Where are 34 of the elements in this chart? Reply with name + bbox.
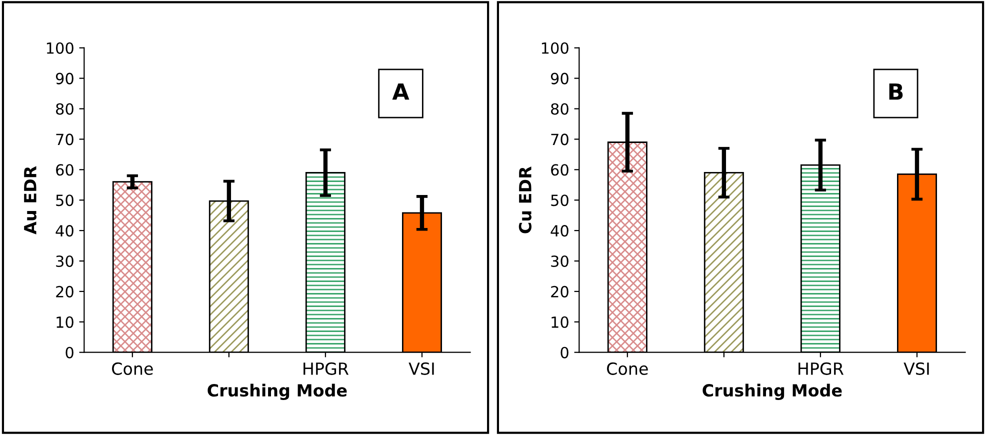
y-tick-label: 60 (56, 164, 74, 176)
y-tick-label: 80 (56, 103, 74, 115)
y-tick-label: 10 (56, 316, 74, 328)
y-tick-label: 50 (551, 194, 568, 206)
y-tick-label: 30 (551, 255, 568, 268)
y-tick-label: 100 (46, 42, 74, 54)
y-tick-label: 80 (551, 103, 568, 115)
x-tick-label: Cone (607, 362, 648, 375)
x-tick-label: HPGR (798, 362, 844, 375)
y-axis-title: Au EDR (24, 166, 36, 234)
x-tick-label: HPGR (304, 362, 349, 375)
y-tick-label: 100 (542, 42, 568, 54)
y-tick-label: 0 (66, 346, 74, 358)
y-tick-label: 90 (550, 72, 568, 84)
y-tick-label: 30 (56, 255, 74, 268)
y-tick-label: 60 (551, 164, 568, 176)
y-tick-label: 40 (56, 225, 74, 237)
y-tick-label: 90 (56, 72, 74, 84)
x-tick-label: VSI (408, 362, 434, 375)
annotation: A (392, 83, 410, 100)
y-tick-label: 0 (560, 346, 568, 358)
x-axis-title: Crushing Mode (208, 384, 347, 400)
y-tick-label: 10 (552, 316, 568, 328)
annotation: B (889, 83, 903, 100)
y-tick-label: 70 (551, 134, 568, 146)
y-tick-label: 70 (56, 134, 74, 146)
x-axis-title: Crushing Mode (702, 384, 842, 400)
y-tick-label: 50 (56, 194, 74, 206)
y-tick-label: 20 (56, 286, 74, 298)
x-tick-label: Cone (112, 362, 153, 375)
x-tick-label: VSI (904, 362, 929, 375)
y-tick-label: 40 (550, 225, 568, 237)
y-tick-label: 20 (551, 286, 568, 298)
y-axis-title: Cu EDR (518, 166, 532, 234)
